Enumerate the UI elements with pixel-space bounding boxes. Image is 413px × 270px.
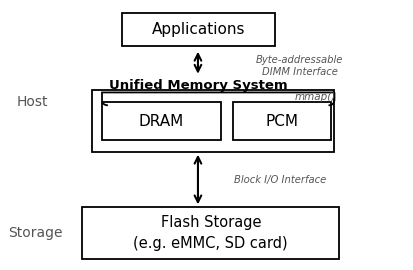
FancyBboxPatch shape bbox=[121, 13, 275, 46]
Text: mmap(): mmap() bbox=[294, 92, 335, 102]
FancyBboxPatch shape bbox=[102, 102, 220, 140]
FancyBboxPatch shape bbox=[232, 102, 331, 140]
Text: Unified Memory System: Unified Memory System bbox=[108, 79, 287, 92]
Text: Host: Host bbox=[17, 95, 48, 109]
Text: Flash Storage
(e.g. eMMC, SD card): Flash Storage (e.g. eMMC, SD card) bbox=[133, 215, 287, 251]
Text: PCM: PCM bbox=[265, 114, 298, 129]
Text: Storage: Storage bbox=[8, 226, 63, 240]
FancyBboxPatch shape bbox=[92, 90, 334, 152]
FancyBboxPatch shape bbox=[82, 207, 339, 259]
Text: DRAM: DRAM bbox=[138, 114, 183, 129]
Text: Applications: Applications bbox=[151, 22, 244, 37]
Text: Block I/O Interface: Block I/O Interface bbox=[233, 174, 325, 184]
Text: Byte-addressable
DIMM Interface: Byte-addressable DIMM Interface bbox=[256, 55, 343, 76]
